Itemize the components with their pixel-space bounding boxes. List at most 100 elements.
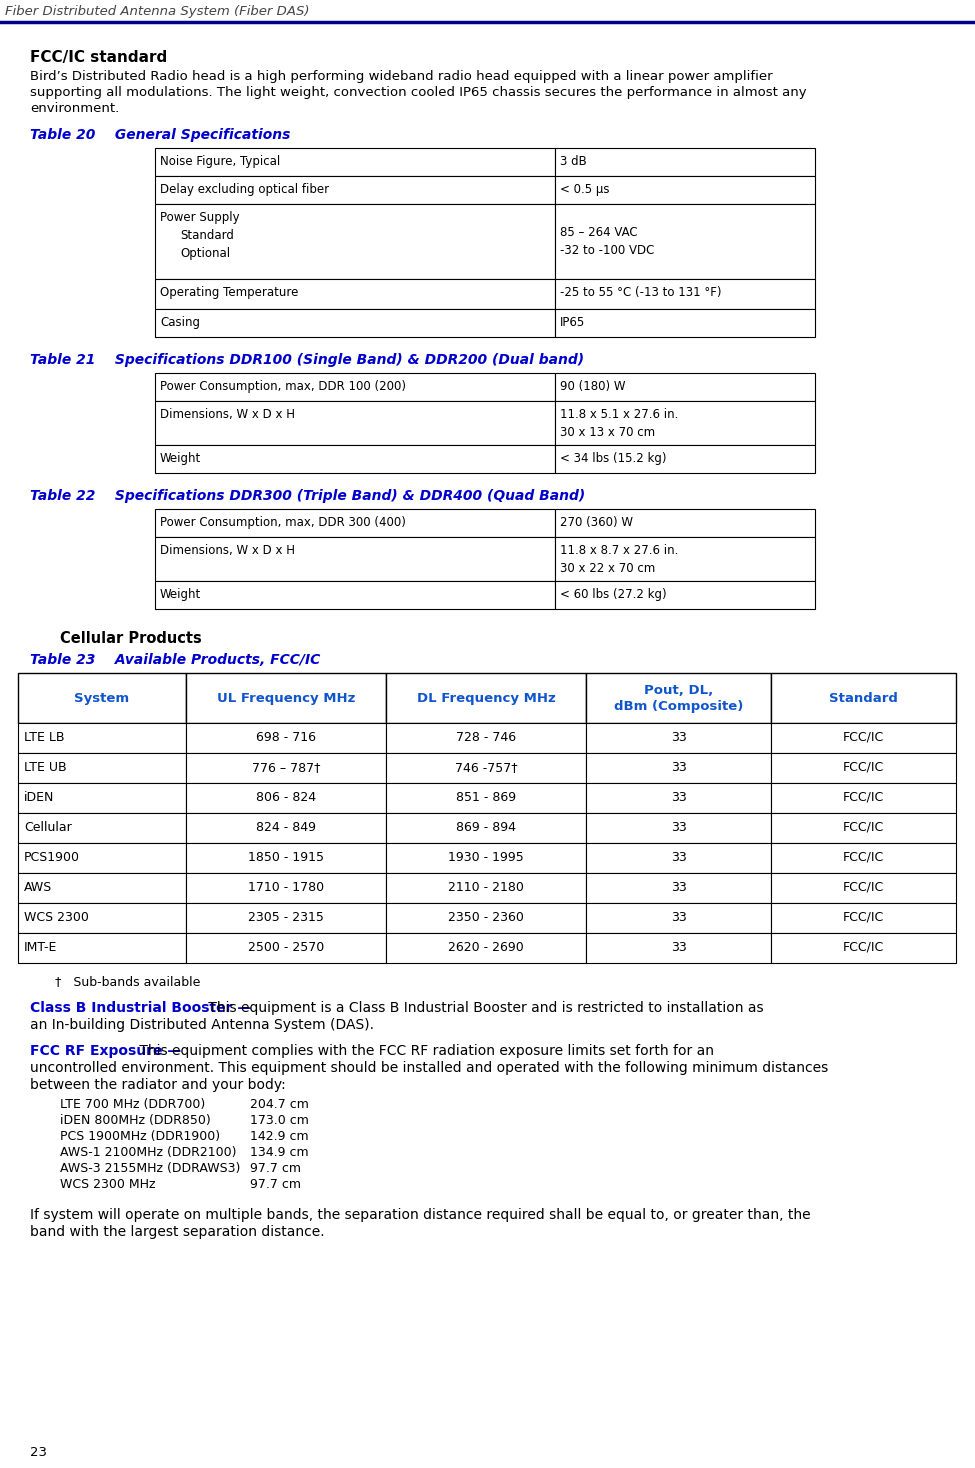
Bar bbox=[155, 581, 555, 609]
Bar bbox=[555, 148, 815, 176]
Text: Noise Figure, Typical: Noise Figure, Typical bbox=[160, 156, 280, 167]
Text: 698 - 716: 698 - 716 bbox=[256, 731, 316, 744]
Text: 90 (180) W: 90 (180) W bbox=[560, 380, 626, 393]
Bar bbox=[555, 581, 815, 609]
Bar bbox=[555, 445, 815, 473]
Text: Optional: Optional bbox=[180, 247, 230, 260]
Text: 85 – 264 VAC: 85 – 264 VAC bbox=[560, 226, 638, 239]
Bar bbox=[586, 934, 771, 963]
Bar bbox=[18, 672, 186, 724]
Text: FCC/IC: FCC/IC bbox=[842, 821, 884, 834]
Text: 11.8 x 8.7 x 27.6 in.: 11.8 x 8.7 x 27.6 in. bbox=[560, 545, 679, 556]
Text: FCC/IC: FCC/IC bbox=[842, 851, 884, 865]
Bar bbox=[186, 873, 386, 903]
Text: UL Frequency MHz: UL Frequency MHz bbox=[216, 691, 355, 705]
Text: LTE LB: LTE LB bbox=[24, 731, 64, 744]
Text: uncontrolled environment. This equipment should be installed and operated with t: uncontrolled environment. This equipment… bbox=[30, 1061, 828, 1075]
Bar bbox=[18, 724, 186, 753]
Bar bbox=[555, 373, 815, 401]
Text: Dimensions, W x D x H: Dimensions, W x D x H bbox=[160, 545, 295, 556]
Text: Pout, DL,: Pout, DL, bbox=[644, 684, 713, 697]
Bar bbox=[586, 903, 771, 934]
Bar bbox=[586, 724, 771, 753]
Text: PCS1900: PCS1900 bbox=[24, 851, 80, 865]
Bar bbox=[186, 843, 386, 873]
Bar bbox=[386, 903, 586, 934]
Bar bbox=[771, 672, 956, 724]
Text: 1850 - 1915: 1850 - 1915 bbox=[248, 851, 324, 865]
Bar bbox=[386, 843, 586, 873]
Text: 270 (360) W: 270 (360) W bbox=[560, 515, 633, 528]
Text: Dimensions, W x D x H: Dimensions, W x D x H bbox=[160, 408, 295, 421]
Text: 2500 - 2570: 2500 - 2570 bbox=[248, 941, 324, 954]
Bar bbox=[771, 813, 956, 843]
Text: between the radiator and your body:: between the radiator and your body: bbox=[30, 1078, 286, 1092]
Bar bbox=[18, 813, 186, 843]
Text: This equipment complies with the FCC RF radiation exposure limits set forth for : This equipment complies with the FCC RF … bbox=[136, 1044, 715, 1058]
Text: 1710 - 1780: 1710 - 1780 bbox=[248, 881, 324, 894]
Bar bbox=[155, 176, 555, 204]
Text: 30 x 22 x 70 cm: 30 x 22 x 70 cm bbox=[560, 562, 655, 575]
Bar bbox=[18, 934, 186, 963]
Bar bbox=[771, 753, 956, 782]
Bar bbox=[386, 753, 586, 782]
Text: Power Consumption, max, DDR 300 (400): Power Consumption, max, DDR 300 (400) bbox=[160, 515, 406, 528]
Text: 11.8 x 5.1 x 27.6 in.: 11.8 x 5.1 x 27.6 in. bbox=[560, 408, 679, 421]
Bar bbox=[586, 782, 771, 813]
Text: Delay excluding optical fiber: Delay excluding optical fiber bbox=[160, 184, 330, 197]
Text: FCC/IC: FCC/IC bbox=[842, 791, 884, 804]
Text: AWS-1 2100MHz (DDR2100): AWS-1 2100MHz (DDR2100) bbox=[60, 1147, 237, 1160]
Bar bbox=[771, 873, 956, 903]
Bar bbox=[155, 509, 555, 537]
Text: supporting all modulations. The light weight, convection cooled IP65 chassis sec: supporting all modulations. The light we… bbox=[30, 87, 806, 98]
Text: Standard: Standard bbox=[180, 229, 234, 242]
Bar bbox=[555, 204, 815, 279]
Text: If system will operate on multiple bands, the separation distance required shall: If system will operate on multiple bands… bbox=[30, 1208, 810, 1221]
Text: dBm (Composite): dBm (Composite) bbox=[614, 700, 743, 713]
Text: LTE UB: LTE UB bbox=[24, 760, 66, 774]
Text: 824 - 849: 824 - 849 bbox=[256, 821, 316, 834]
Bar bbox=[186, 813, 386, 843]
Bar bbox=[771, 934, 956, 963]
Text: 33: 33 bbox=[671, 881, 686, 894]
Bar bbox=[555, 509, 815, 537]
Bar bbox=[186, 903, 386, 934]
Text: WCS 2300 MHz: WCS 2300 MHz bbox=[60, 1177, 155, 1191]
Bar bbox=[586, 813, 771, 843]
Text: WCS 2300: WCS 2300 bbox=[24, 912, 89, 923]
Text: 728 - 746: 728 - 746 bbox=[456, 731, 516, 744]
Bar bbox=[386, 934, 586, 963]
Bar bbox=[186, 934, 386, 963]
Bar bbox=[186, 672, 386, 724]
Text: 33: 33 bbox=[671, 851, 686, 865]
Text: 851 - 869: 851 - 869 bbox=[456, 791, 516, 804]
Text: FCC/IC: FCC/IC bbox=[842, 881, 884, 894]
Bar bbox=[555, 401, 815, 445]
Text: < 0.5 μs: < 0.5 μs bbox=[560, 184, 609, 197]
Text: DL Frequency MHz: DL Frequency MHz bbox=[416, 691, 556, 705]
Bar bbox=[586, 753, 771, 782]
Text: 806 - 824: 806 - 824 bbox=[255, 791, 316, 804]
Bar bbox=[155, 148, 555, 176]
Text: FCC/IC: FCC/IC bbox=[842, 731, 884, 744]
Text: 33: 33 bbox=[671, 731, 686, 744]
Text: FCC/IC: FCC/IC bbox=[842, 760, 884, 774]
Bar bbox=[555, 308, 815, 338]
Text: Casing: Casing bbox=[160, 316, 200, 329]
Bar bbox=[386, 782, 586, 813]
Bar bbox=[386, 813, 586, 843]
Bar bbox=[18, 873, 186, 903]
Text: Fiber Distributed Antenna System (Fiber DAS): Fiber Distributed Antenna System (Fiber … bbox=[5, 4, 309, 18]
Bar bbox=[586, 672, 771, 724]
Text: 869 - 894: 869 - 894 bbox=[456, 821, 516, 834]
Text: 23: 23 bbox=[30, 1446, 47, 1459]
Bar bbox=[186, 782, 386, 813]
Text: Cellular Products: Cellular Products bbox=[60, 631, 202, 646]
Text: This equipment is a Class B Industrial Booster and is restricted to installation: This equipment is a Class B Industrial B… bbox=[204, 1001, 763, 1014]
Text: †   Sub-bands available: † Sub-bands available bbox=[55, 975, 201, 988]
Text: 2305 - 2315: 2305 - 2315 bbox=[248, 912, 324, 923]
Bar bbox=[386, 672, 586, 724]
Text: 33: 33 bbox=[671, 941, 686, 954]
Text: Power Supply: Power Supply bbox=[160, 211, 240, 225]
Text: -25 to 55 °C (-13 to 131 °F): -25 to 55 °C (-13 to 131 °F) bbox=[560, 286, 722, 299]
